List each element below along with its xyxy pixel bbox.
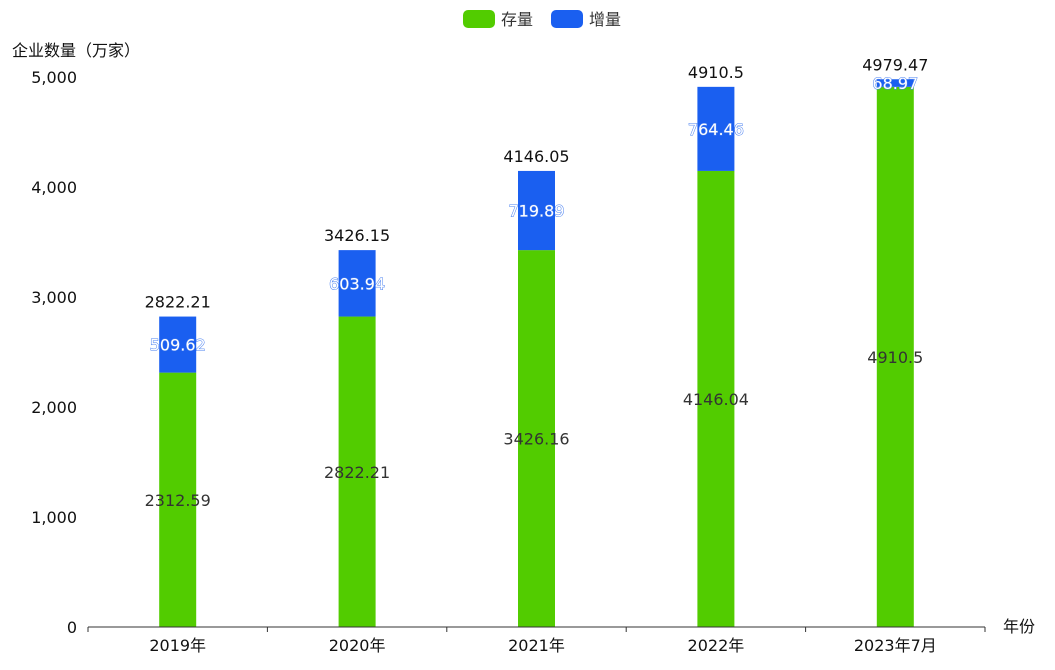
y-tick-label: 3,000 [31, 288, 77, 307]
bar-increase[interactable] [876, 79, 914, 87]
increase-value-label: 509.62 [150, 336, 206, 355]
bar-stock[interactable] [876, 86, 914, 628]
stock-value-label: 4146.04 [683, 390, 749, 409]
increase-value-label: 68.97 [872, 74, 918, 93]
bar-increase[interactable] [338, 250, 376, 317]
y-tick-label: 1,000 [31, 508, 77, 527]
legend: 存量 增量 [463, 10, 621, 29]
total-value-label: 4979.47 [862, 55, 928, 74]
y-tick-label: 0 [67, 618, 77, 637]
bar-stock[interactable] [338, 316, 376, 627]
data-labels: 2312.59 509.62 2822.21 2822.21 603.94 3426.15… [145, 55, 929, 510]
legend-item-stock[interactable]: 存量 [463, 10, 533, 29]
total-value-label: 2822.21 [145, 293, 211, 312]
bar-stock[interactable] [697, 170, 735, 627]
total-value-label: 4146.05 [503, 147, 569, 166]
stock-value-label: 2312.59 [145, 491, 211, 510]
increase-value-label: 764.46 [688, 120, 744, 139]
bar-increase[interactable] [518, 170, 555, 251]
y-tick-label: 4,000 [31, 178, 77, 197]
x-axis-ticks: 2019年 2020年 2021年 2022年 2023年7月 [87, 627, 986, 655]
bars [159, 79, 914, 628]
stock-value-label: 2822.21 [324, 463, 390, 482]
x-tick-label: 2022年 [688, 636, 745, 655]
legend-swatch-stock [463, 10, 495, 28]
increase-value-label: 603.94 [329, 274, 385, 293]
y-tick-label: 5,000 [31, 68, 77, 87]
y-axis-title: 企业数量（万家） [12, 41, 140, 60]
y-tick-label: 2,000 [31, 398, 77, 417]
legend-label-increase: 增量 [589, 10, 621, 29]
legend-label-stock: 存量 [501, 10, 533, 29]
x-tick-label: 2021年 [508, 636, 565, 655]
increase-value-label: 719.89 [509, 202, 565, 221]
legend-swatch-increase [551, 10, 583, 28]
bar-increase[interactable] [159, 316, 197, 373]
legend-item-increase[interactable]: 增量 [551, 10, 621, 29]
total-value-label: 4910.5 [688, 63, 744, 82]
x-tick-label: 2023年7月 [854, 636, 937, 655]
stock-value-label: 4910.5 [867, 348, 923, 367]
total-value-label: 3426.15 [324, 226, 390, 245]
y-axis-ticks: 0 1,000 2,000 3,000 4,000 5,000 [31, 68, 77, 637]
x-tick-label: 2020年 [329, 636, 386, 655]
bar-stock[interactable] [518, 250, 555, 627]
x-axis-title: 年份 [1003, 617, 1035, 636]
bar-increase[interactable] [697, 86, 735, 171]
x-tick-label: 2019年 [149, 636, 206, 655]
stock-value-label: 3426.16 [503, 430, 569, 449]
bar-stock[interactable] [159, 372, 197, 627]
